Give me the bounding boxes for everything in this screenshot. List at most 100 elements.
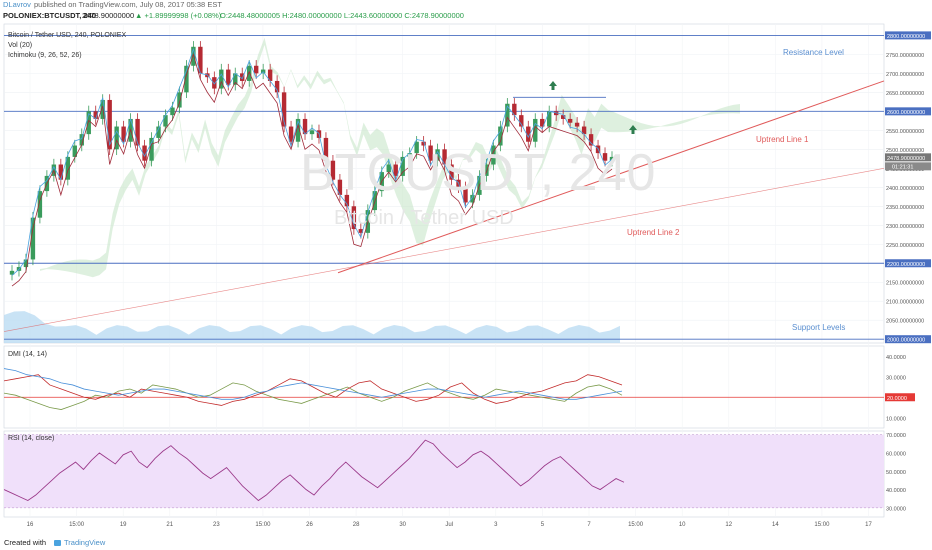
- rsi-line: [3, 439, 625, 502]
- candle-body: [274, 80, 280, 93]
- candle-body: [449, 164, 454, 180]
- tradingview-logo-icon: [54, 540, 61, 546]
- rsi-tick-label: 30.0000: [886, 506, 906, 512]
- level-tag-2000: [885, 335, 931, 344]
- level-tag-2800: [885, 31, 931, 40]
- candle-body: [149, 137, 154, 161]
- x-tick-label: 10: [679, 522, 686, 528]
- x-tick-label: 15:00: [255, 522, 271, 528]
- candle-body: [114, 126, 119, 150]
- symbol-label[interactable]: POLONIEX:BTCUSDT, 240: [3, 11, 96, 20]
- rsi-tick-label: 60.0000: [886, 451, 906, 457]
- candle-body: [107, 99, 112, 150]
- candle-body: [309, 130, 315, 135]
- legend-dmi: DMI (14, 14): [8, 351, 47, 358]
- x-tick-label: 23: [213, 522, 220, 528]
- watermark-small: Bitcoin / Tether USD: [334, 207, 514, 229]
- symbol-info-bar: POLONIEX:BTCUSDT, 240 2478.90000000 ▲ +1…: [0, 10, 932, 21]
- candle-body: [337, 179, 343, 195]
- rsi-band: [4, 434, 884, 508]
- resistance-label: Resistance Level: [783, 48, 844, 57]
- countdown-tag-text: 01:21:31: [892, 164, 913, 170]
- candle-body: [191, 46, 196, 66]
- rsi-tick-label: 40.0000: [886, 488, 906, 494]
- candle-body: [526, 126, 531, 142]
- price-tick-label: 2150.00000000: [886, 281, 924, 287]
- dmi-reference-tag: [885, 393, 915, 402]
- change-text: ▲ +1.89999998 (+0.08%): [135, 11, 222, 20]
- level-tag-text-2600: 2600.00000000: [887, 110, 925, 116]
- candle-body: [30, 217, 36, 260]
- candle-body: [135, 118, 140, 146]
- author-link[interactable]: DLavrov: [3, 0, 31, 9]
- candle-body: [330, 160, 336, 180]
- candle-body: [23, 259, 29, 268]
- candle-body: [463, 187, 468, 203]
- uptrend2-label: Uptrend Line 2: [627, 228, 680, 237]
- legend-ichimoku: Ichimoku (9, 26, 52, 26): [8, 52, 82, 59]
- dmi-tick-label: 40.0000: [886, 355, 906, 361]
- candle-body: [79, 134, 84, 146]
- ohlc-text: O:2448.48000005 H:2480.00000000 L:2443.6…: [220, 11, 464, 20]
- up-arrow-icon: [549, 81, 557, 90]
- watermark-big: BTCUSDT, 240: [300, 144, 655, 202]
- candle-body: [267, 69, 273, 81]
- x-tick-label: 30: [399, 522, 406, 528]
- dmi-reference-tag-text: 20.0000: [887, 396, 907, 402]
- candle-body: [435, 149, 440, 161]
- candle-body: [253, 65, 259, 74]
- x-tick-label: 26: [306, 522, 313, 528]
- level-tag-text-2200: 2200.00000000: [887, 262, 925, 268]
- candle-body: [386, 164, 391, 173]
- candle-body: [560, 115, 566, 119]
- x-tick-label: 21: [166, 522, 173, 528]
- candle-body: [9, 270, 15, 275]
- x-tick-label: 19: [120, 522, 127, 528]
- candle-body: [37, 191, 43, 218]
- uptrend-line-1: [337, 80, 885, 274]
- dmi-pane-frame: [3, 345, 885, 429]
- x-tick-label: 28: [353, 522, 360, 528]
- x-tick-label: 16: [27, 522, 34, 528]
- rsi-tick-label: 70.0000: [886, 433, 906, 439]
- level-tag-text-2000: 2000.00000000: [887, 338, 925, 344]
- candle-body: [177, 92, 182, 108]
- legend-volume: Vol (20): [8, 42, 32, 49]
- tenkan-line: [11, 47, 613, 276]
- candle-body: [421, 141, 426, 146]
- candle-body: [323, 137, 329, 161]
- volume-area: [4, 311, 620, 343]
- price-tick-label: 2100.00000000: [886, 300, 924, 306]
- price-tick-label: 2750.00000000: [886, 53, 924, 59]
- candle-body: [407, 153, 412, 157]
- candle-body: [156, 126, 161, 138]
- candle-body: [65, 156, 71, 180]
- published-text: published on TradingView.com, July 08, 2…: [34, 0, 222, 9]
- candle-body: [295, 118, 301, 142]
- x-tick-label: 17: [865, 522, 872, 528]
- candle-body: [142, 145, 147, 161]
- rsi-tick-label: 50.0000: [886, 470, 906, 476]
- up-arrow-icon: [629, 125, 637, 134]
- x-tick-label: 15:00: [628, 522, 644, 528]
- candle-body: [470, 194, 475, 203]
- candle-body: [588, 134, 594, 146]
- countdown-tag: [885, 162, 931, 171]
- candle-body: [212, 77, 217, 89]
- candle-body: [484, 164, 489, 176]
- dmi-tick-label: 30.0000: [886, 375, 906, 381]
- candle-body: [184, 65, 189, 93]
- uptrend1-label: Uptrend Line 1: [756, 135, 809, 144]
- price-tick-label: 2700.00000000: [886, 72, 924, 78]
- candle-body: [400, 156, 405, 176]
- candle-body: [163, 115, 168, 127]
- tradingview-brand-link[interactable]: TradingView: [64, 538, 106, 547]
- candle-body: [428, 145, 433, 161]
- candle-body: [240, 73, 245, 81]
- x-tick-label: 7: [587, 522, 591, 528]
- candle-body: [547, 111, 552, 127]
- candle-body: [247, 65, 252, 81]
- x-tick-label: 3: [494, 522, 498, 528]
- candle-body: [609, 156, 615, 161]
